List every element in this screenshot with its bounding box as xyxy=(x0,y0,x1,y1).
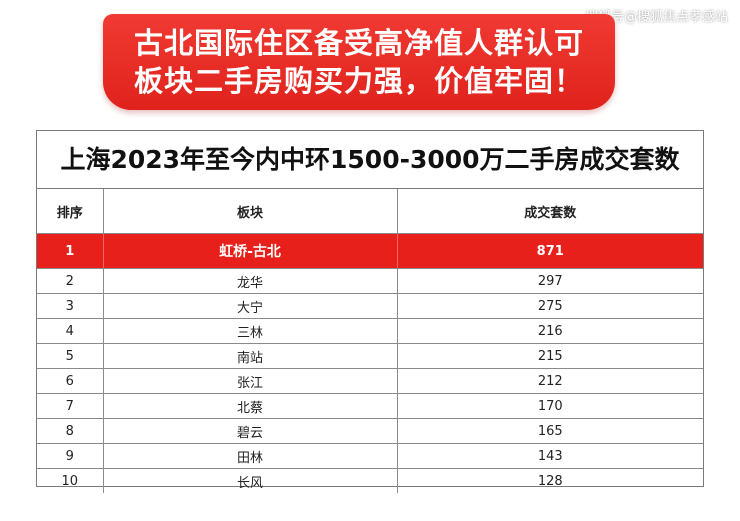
rank-cell: 6 xyxy=(37,368,104,394)
table-row: 3 大宁 275 xyxy=(37,293,703,319)
column-header-rank: 排序 xyxy=(37,189,104,234)
area-cell: 碧云 xyxy=(103,418,398,444)
rank-cell: 3 xyxy=(37,293,104,319)
count-cell: 275 xyxy=(397,293,703,319)
table-row: 5 南站 215 xyxy=(37,343,703,369)
column-header-count: 成交套数 xyxy=(397,189,703,234)
table-row: 10 长风 128 xyxy=(37,468,703,493)
rank-cell: 5 xyxy=(37,343,104,369)
table-row: 4 三林 216 xyxy=(37,318,703,344)
area-cell: 龙华 xyxy=(103,268,398,294)
table-row: 7 北蔡 170 xyxy=(37,393,703,419)
area-cell: 长风 xyxy=(103,468,398,493)
count-cell: 170 xyxy=(397,393,703,419)
table-body: 1 虹桥-古北 871 2 龙华 297 3 大宁 275 4 三林 216 5 xyxy=(37,233,703,493)
column-header-area: 板块 xyxy=(103,189,398,234)
area-cell: 大宁 xyxy=(103,293,398,319)
area-cell: 北蔡 xyxy=(103,393,398,419)
count-cell: 128 xyxy=(537,473,563,489)
count-cell: 143 xyxy=(397,443,703,469)
rank-cell: 4 xyxy=(37,318,104,344)
area-cell: 南站 xyxy=(103,343,398,369)
area-cell: 虹桥-古北 xyxy=(103,233,398,269)
area-cell: 三林 xyxy=(103,318,398,344)
table-title: 上海2023年至今内中环1500-3000万二手房成交套数 xyxy=(37,131,703,189)
area-cell: 张江 xyxy=(103,368,398,394)
headline-banner: 古北国际住区备受高净值人群认可 板块二手房购买力强，价值牢固！ xyxy=(103,14,615,110)
area-cell: 田林 xyxy=(103,443,398,469)
banner-line-2: 板块二手房购买力强，价值牢固！ xyxy=(133,64,584,98)
watermark: 搜狐号@搜狐焦点孝感站 xyxy=(584,10,728,25)
rank-cell: 9 xyxy=(37,443,104,469)
count-cell: 216 xyxy=(397,318,703,344)
count-cell: 212 xyxy=(397,368,703,394)
banner-line-1: 古北国际住区备受高净值人群认可 xyxy=(133,26,584,60)
table-row: 9 田林 143 xyxy=(37,443,703,469)
count-cell: 871 xyxy=(397,233,703,269)
table-row: 2 龙华 297 xyxy=(37,268,703,294)
table-row: 6 张江 212 xyxy=(37,368,703,394)
data-table-card: 上海2023年至今内中环1500-3000万二手房成交套数 排序 板块 成交套数… xyxy=(36,130,704,493)
count-cell: 297 xyxy=(397,268,703,294)
table-row-highlighted: 1 虹桥-古北 871 xyxy=(37,233,703,269)
table-header-row: 排序 板块 成交套数 xyxy=(37,189,703,234)
rank-cell: 7 xyxy=(37,393,104,419)
rank-cell: 8 xyxy=(37,418,104,444)
rank-cell: 1 xyxy=(37,233,104,269)
count-cell: 215 xyxy=(397,343,703,369)
table-row: 8 碧云 165 xyxy=(37,418,703,444)
rank-cell: 10 xyxy=(37,468,104,493)
count-cell: 165 xyxy=(397,418,703,444)
transaction-table: 排序 板块 成交套数 1 虹桥-古北 871 2 龙华 297 3 大宁 275 xyxy=(37,189,703,493)
rank-cell: 2 xyxy=(37,268,104,294)
